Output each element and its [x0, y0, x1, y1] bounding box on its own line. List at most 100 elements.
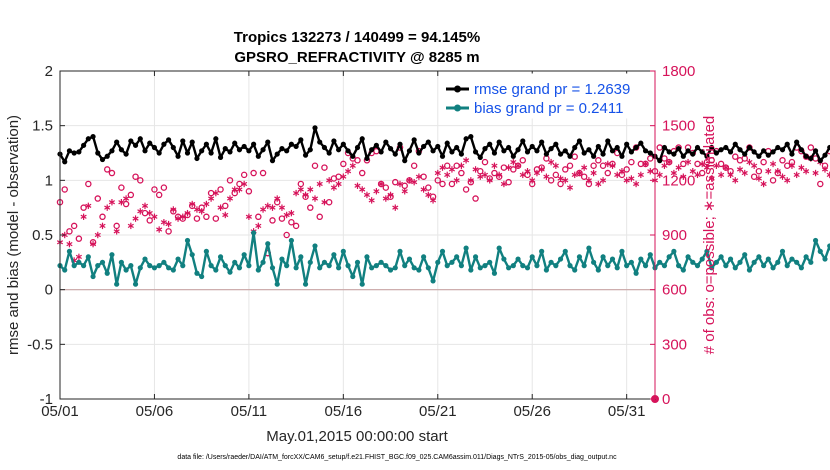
rmse-point: [246, 148, 252, 154]
rmse-point: [765, 152, 771, 158]
rmse-point: [378, 149, 384, 155]
bias-point: [543, 267, 549, 273]
bias-point: [638, 256, 644, 262]
obs-assimilated-point: [326, 177, 333, 184]
rmse-point: [506, 144, 512, 151]
rmse-point: [416, 150, 422, 156]
obs-possible-point: [732, 153, 739, 160]
obs-assimilated-point: [193, 206, 201, 213]
bias-point: [699, 256, 705, 262]
obs-possible-point: [439, 180, 446, 188]
bias-point: [90, 273, 96, 280]
bias-point: [449, 259, 455, 265]
left-tick-label-6: 2: [45, 63, 53, 80]
obs-possible-point: [240, 171, 248, 179]
bias-point: [189, 252, 195, 258]
obs-possible-point: [255, 213, 262, 221]
obs-possible-point: [226, 177, 234, 184]
bias-point: [529, 254, 535, 260]
rmse-point: [66, 148, 73, 154]
bias-point: [350, 273, 356, 280]
rmse-point: [468, 134, 474, 140]
rmse-point: [638, 140, 644, 146]
obs-assimilated-point: [798, 164, 805, 171]
obs-possible-point: [472, 195, 479, 202]
left-tick-label-3: 0.5: [32, 227, 53, 244]
obs-assimilated-point: [151, 213, 158, 220]
bias-point: [671, 248, 677, 254]
rmse-point: [779, 147, 786, 153]
bias-point: [591, 259, 597, 265]
right-axis-ticks: 0 300 600 900 1200 1500 1800: [650, 63, 695, 408]
obs-possible-point: [127, 191, 135, 199]
obs-possible-point: [321, 164, 328, 171]
obs-assimilated-point: [307, 186, 314, 193]
obs-assimilated-point: [439, 164, 446, 171]
obs-assimilated-point: [241, 180, 248, 188]
obs-possible-point: [307, 204, 314, 211]
obs-assimilated-point: [793, 171, 800, 179]
bias-point: [392, 265, 398, 271]
obs-assimilated-point: [784, 177, 791, 184]
obs-possible-point: [547, 177, 555, 184]
rmse-point: [671, 151, 677, 157]
rmse-point: [326, 150, 332, 156]
bias-point: [600, 254, 606, 260]
bias-point: [416, 267, 422, 273]
rmse-point: [104, 153, 110, 159]
obs-assimilated-point: [330, 184, 337, 191]
rmse-point: [690, 151, 696, 157]
obs-assimilated-point: [104, 204, 111, 211]
obs-assimilated-point: [132, 215, 139, 222]
bias-point: [642, 263, 649, 269]
obs-assimilated-point: [113, 228, 120, 235]
obs-assimilated-point: [146, 209, 153, 217]
rmse-point: [203, 141, 209, 147]
bias-point: [406, 256, 413, 262]
bias-point: [557, 256, 564, 262]
obs-possible-point: [590, 162, 597, 170]
rmse-point: [676, 146, 682, 152]
rmse-point: [241, 143, 247, 150]
obs-possible-point: [552, 171, 560, 179]
obs-assimilated-point: [666, 158, 673, 166]
rmse-point: [359, 136, 365, 142]
chart-title-line-2: GPSRO_REFRACTIVITY @ 8285 m: [234, 49, 479, 66]
rmse-point: [81, 142, 87, 148]
chart-title-line-1: Tropics 132273 / 140499 = 94.145%: [234, 29, 480, 46]
right-tick-label-2: 600: [662, 282, 687, 299]
obs-possible-point: [245, 188, 253, 195]
rmse-point: [553, 141, 559, 147]
obs-possible-point: [99, 213, 106, 221]
rmse-point: [581, 150, 587, 156]
rmse-point: [487, 141, 493, 147]
rmse-point: [345, 148, 351, 154]
rmse-point: [817, 158, 823, 164]
bias-point: [284, 263, 290, 269]
obs-possible-point: [358, 169, 366, 177]
obs-assimilated-point: [453, 177, 460, 184]
obs-assimilated-point: [585, 177, 592, 184]
obs-possible-point: [70, 222, 78, 230]
bias-point: [685, 254, 691, 260]
obs-assimilated-point: [349, 162, 356, 169]
obs-possible-point: [661, 155, 668, 162]
bias-point: [794, 259, 800, 265]
rmse-point: [614, 144, 620, 151]
rmse-point: [132, 142, 139, 148]
obs-assimilated-point: [378, 180, 385, 188]
rmse-point: [737, 147, 743, 153]
x-tick-label-0: 05/01: [41, 403, 79, 420]
rmse-point: [472, 149, 479, 155]
bias-point: [132, 281, 139, 287]
obs-possible-point: [458, 169, 465, 177]
bias-point: [657, 259, 663, 265]
bias-point: [62, 267, 68, 273]
bias-point: [718, 254, 724, 260]
rmse-point: [227, 149, 233, 155]
rmse-series: [57, 125, 830, 165]
bias-point: [496, 245, 502, 251]
rmse-point: [746, 144, 753, 151]
rmse-point: [76, 149, 82, 155]
rmse-point: [397, 141, 403, 147]
